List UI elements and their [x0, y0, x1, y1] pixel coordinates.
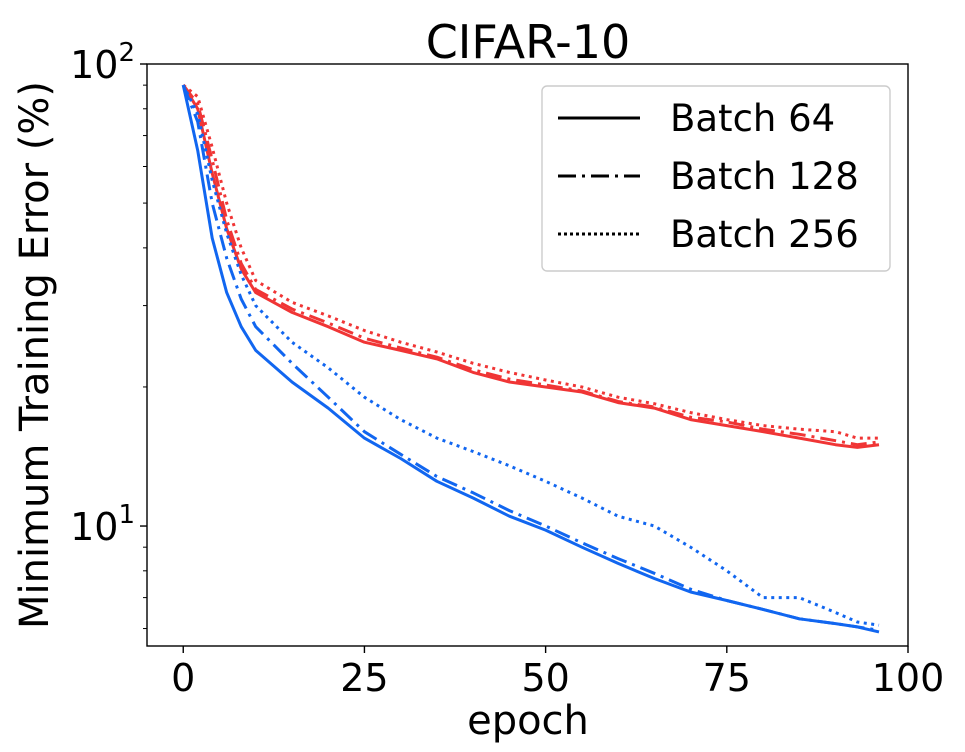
- y-tick-label: 102: [70, 38, 135, 87]
- legend-label-batch-64: Batch 64: [670, 97, 835, 140]
- y-tick-label: 101: [70, 500, 135, 549]
- series-layer: [181, 83, 880, 634]
- x-tick-label: 100: [872, 656, 945, 700]
- legend-label-batch-128: Batch 128: [670, 155, 859, 198]
- y-axis-label: Minimum Training Error (%): [12, 81, 58, 629]
- chart-title: CIFAR-10: [426, 15, 631, 69]
- legend-label-batch-256: Batch 256: [670, 213, 859, 256]
- legend-box: [541, 85, 891, 272]
- series-line-red-dashdot: [182, 84, 880, 447]
- series-line-red-solid: [181, 84, 880, 449]
- x-tick-label: 25: [340, 656, 388, 700]
- x-tick-label: 0: [171, 656, 195, 700]
- plot-frame: [146, 63, 909, 647]
- ticks-layer: 0 25 50 75 100 101 102: [70, 38, 944, 700]
- x-tick-label: 50: [521, 656, 569, 700]
- legend: Batch 64 Batch 128 Batch 256: [541, 85, 891, 272]
- x-axis-label: epoch: [467, 698, 589, 744]
- x-tick-label: 75: [703, 656, 751, 700]
- series-line-blue-dashdot: [181, 84, 880, 632]
